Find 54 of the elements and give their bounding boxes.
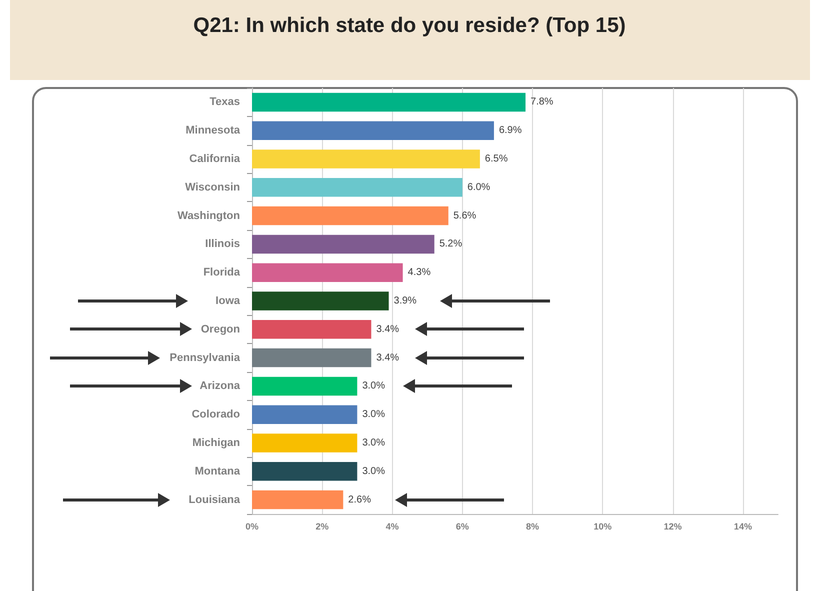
x-tick-label: 2% <box>316 522 329 532</box>
y-tick-label: Texas <box>210 96 240 108</box>
bar <box>252 292 389 310</box>
data-label: 2.6% <box>348 494 372 506</box>
bar <box>252 434 358 452</box>
bar <box>252 405 358 424</box>
data-label: 3.4% <box>376 352 400 364</box>
data-label: 3.0% <box>362 438 386 448</box>
bar <box>252 234 434 254</box>
data-label: 4.3% <box>408 267 431 278</box>
data-label: 6.9% <box>498 125 522 136</box>
x-tick-label: 12% <box>664 522 682 532</box>
y-tick-label: Michigan <box>192 437 240 449</box>
bar <box>252 263 403 282</box>
x-tick-label: 4% <box>386 522 399 532</box>
y-tick-label: Wisconsin <box>185 181 240 194</box>
data-label: 3.0% <box>362 409 386 420</box>
bar <box>252 490 344 510</box>
x-tick-label: 6% <box>456 522 469 532</box>
y-tick-label: Colorado <box>192 408 240 421</box>
y-tick-label: Pennsylvania <box>170 352 241 364</box>
y-tick-label: Washington <box>177 210 240 222</box>
data-label: 7.8% <box>530 96 554 108</box>
data-label: 5.2% <box>439 238 462 250</box>
y-tick-label: Oregon <box>200 323 240 336</box>
bar <box>252 376 358 396</box>
x-tick-label: 14% <box>734 522 752 532</box>
y-tick-label: Montana <box>194 465 241 478</box>
bar <box>252 206 448 226</box>
bar <box>252 92 526 112</box>
y-tick-label: Minnesota <box>186 124 241 137</box>
data-label: 5.6% <box>453 210 476 222</box>
y-tick-label: Iowa <box>216 295 241 307</box>
y-tick-label: California <box>189 153 241 165</box>
y-tick-label: Florida <box>203 266 241 279</box>
x-tick-label: 10% <box>594 522 612 532</box>
data-label: 3.4% <box>376 324 400 335</box>
bar <box>252 178 462 197</box>
y-tick-label: Illinois <box>205 238 240 250</box>
bar <box>252 462 358 481</box>
data-label: 6.5% <box>484 154 508 164</box>
x-tick-label: 0% <box>245 522 259 532</box>
bar <box>252 121 494 140</box>
bar <box>252 320 372 339</box>
data-label: 3.0% <box>362 466 386 477</box>
data-label: 6.0% <box>467 182 490 193</box>
y-tick-label: Louisiana <box>188 494 241 506</box>
chart-title: Q21: In which state do you reside? (Top 15) <box>192 14 627 38</box>
bar <box>252 150 480 168</box>
x-tick-label: 8% <box>526 522 540 532</box>
data-label: 3.0% <box>362 380 386 392</box>
y-tick-label: Arizona <box>200 380 241 392</box>
data-label: 3.9% <box>394 296 417 306</box>
bar <box>252 348 372 368</box>
